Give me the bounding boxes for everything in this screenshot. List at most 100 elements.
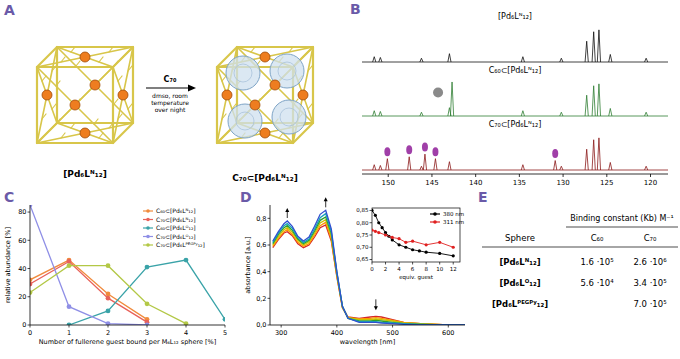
y-axis: [270, 205, 271, 325]
ligand: [237, 46, 313, 48]
ligand: [222, 76, 226, 81]
x-tick: [385, 262, 386, 265]
point: [381, 226, 384, 229]
inset-chart: 0246810120,650,700,750,800,85equiv. gues…: [356, 207, 464, 281]
point: [397, 243, 400, 246]
x-tick: [426, 262, 427, 265]
x-tick: [336, 325, 337, 328]
ligand: [42, 114, 46, 119]
ligand: [217, 95, 227, 143]
ligand: [128, 104, 132, 109]
peak: [448, 54, 451, 62]
pd-atom: [250, 100, 260, 110]
cage-label: C₇₀⊂[Pd₆Lᴺ₁₂]: [232, 173, 298, 183]
binding-table: Binding constant (Kb) M⁻¹SphereC₆₀C₇₀[Pd…: [482, 214, 678, 309]
point: [418, 249, 421, 252]
y-tick: [28, 325, 31, 326]
ligand: [123, 47, 133, 95]
y-tick-label: 60: [18, 237, 26, 245]
ligand: [37, 95, 47, 143]
x-tick-label: 3: [145, 329, 149, 337]
pd-atom: [118, 90, 128, 100]
legend-marker: [146, 226, 150, 230]
x-tick-label: 125: [600, 179, 613, 187]
series-line: [30, 260, 147, 319]
table-header: C₆₀: [591, 233, 604, 243]
peak: [521, 165, 524, 170]
x-tick: [431, 174, 432, 177]
ligand: [37, 142, 113, 144]
legend-label: 311 nm: [443, 219, 464, 225]
peak-marker: [433, 88, 443, 98]
y-tick: [370, 247, 373, 248]
y-tick-label: 0,80: [356, 220, 369, 226]
x-axis-label: equiv. guest: [399, 274, 433, 281]
ligand: [36, 67, 38, 143]
ligand: [75, 105, 113, 143]
legend-label: 380 nm: [443, 211, 464, 217]
peak: [609, 108, 612, 116]
point: [67, 304, 72, 309]
peak-marker: [432, 147, 438, 156]
x-tick: [439, 262, 440, 265]
arrow-label: C₇₀: [164, 75, 177, 84]
titration-arrow-head: [285, 208, 289, 212]
peak: [585, 41, 588, 62]
pd-atom: [270, 80, 280, 90]
x-tick-label: 130: [556, 179, 569, 187]
titration-arrow: [375, 299, 376, 307]
ligand: [37, 67, 75, 105]
table-row-header: [Pd₆Lᴼ₁₂]: [499, 278, 540, 288]
point: [106, 321, 111, 325]
trace-label: C₆₀⊂[Pd₆Lᴺ₁₂]: [489, 66, 542, 75]
point: [106, 308, 111, 313]
ligand: [128, 66, 132, 71]
line-chart: 012345020406080Number of fullerene guest…: [4, 203, 227, 346]
x-tick: [519, 174, 520, 177]
y-tick: [268, 325, 271, 326]
fullerene: [226, 56, 260, 90]
point: [184, 258, 189, 263]
table-row-header: [Pd₆Lᴺ₁₂]: [499, 257, 540, 267]
peak: [592, 140, 595, 170]
point: [374, 214, 377, 217]
ligand: [85, 47, 133, 57]
x-tick: [281, 325, 282, 328]
peak: [645, 112, 648, 116]
peak: [379, 111, 382, 116]
x-tick-label: 0: [370, 266, 374, 272]
fullerene-pattern: [234, 64, 252, 82]
point: [372, 228, 374, 231]
y-tick-label: 0,8: [256, 215, 266, 223]
x-tick: [225, 325, 226, 328]
x-tick: [108, 325, 109, 328]
peak: [408, 157, 411, 170]
point: [377, 221, 380, 224]
titration-arrow-head: [374, 306, 378, 310]
panel-label: A: [4, 2, 15, 18]
peak-marker: [422, 143, 428, 152]
y-tick-label: 0,0: [256, 321, 266, 329]
baseline: [362, 62, 668, 63]
peak: [379, 165, 382, 170]
ligand: [118, 114, 122, 119]
titration-arrow: [287, 211, 288, 218]
peak: [609, 162, 612, 170]
peak: [373, 57, 376, 62]
point: [374, 230, 377, 233]
y-tick-label: 40: [18, 265, 26, 273]
ligand: [71, 123, 75, 128]
y-tick: [370, 222, 373, 223]
peak-marker: [384, 147, 390, 156]
table-row-header: [Pd₆Lᴾᴱᴳᴾʸ₁₂]: [492, 299, 548, 309]
pd-atom: [222, 90, 232, 100]
y-tick: [268, 298, 271, 299]
x-tick-label: 4: [397, 266, 401, 272]
ligand: [61, 133, 65, 138]
x-tick-label: 4: [184, 329, 188, 337]
peak: [423, 154, 426, 170]
panel-label: B: [350, 1, 361, 17]
plot-data: [30, 205, 225, 325]
ligand: [52, 104, 56, 109]
peak: [560, 166, 563, 170]
